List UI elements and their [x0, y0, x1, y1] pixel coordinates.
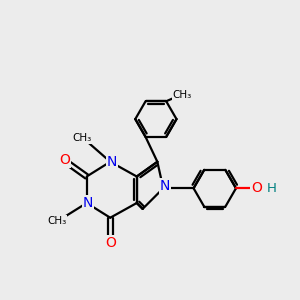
Text: N: N: [160, 179, 170, 193]
Text: O: O: [105, 236, 116, 250]
Text: H: H: [266, 182, 276, 195]
Text: N: N: [83, 196, 93, 210]
Text: CH₃: CH₃: [173, 90, 192, 100]
Text: O: O: [59, 153, 70, 167]
Text: N: N: [106, 155, 117, 169]
Text: CH₃: CH₃: [73, 133, 92, 143]
Text: CH₃: CH₃: [48, 216, 67, 226]
Text: O: O: [251, 181, 262, 195]
